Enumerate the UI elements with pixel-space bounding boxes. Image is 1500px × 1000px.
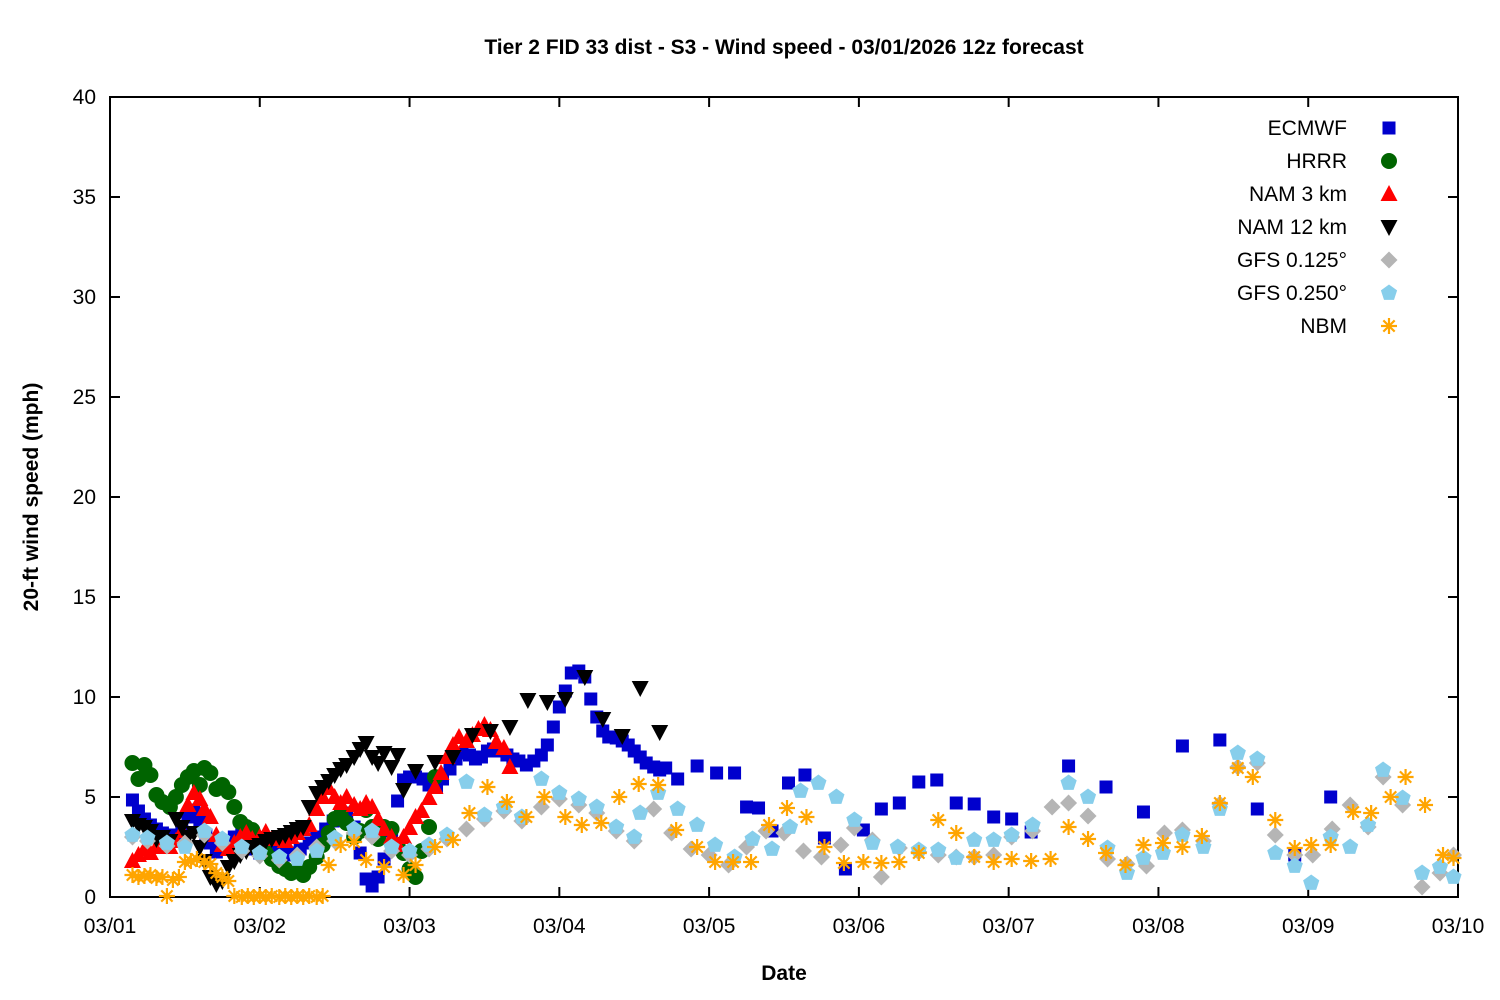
x-tick-label: 03/09 — [1282, 915, 1335, 938]
legend-marker-circle — [1381, 153, 1397, 169]
series-nbm — [124, 760, 1462, 905]
y-tick-label: 25 — [73, 386, 96, 409]
legend-label: GFS 0.125° — [1237, 249, 1347, 272]
x-tick-labels: 03/01 03/02 03/03 03/04 03/05 03/06 03/07 03/08… — [84, 97, 1485, 938]
x-tick-label: 03/06 — [833, 915, 886, 938]
y-tick-label: 35 — [73, 186, 96, 209]
y-tick-label: 30 — [73, 286, 96, 309]
x-tick-label: 03/10 — [1432, 915, 1485, 938]
legend-label: ECMWF — [1268, 117, 1347, 140]
x-tick-label: 03/07 — [982, 915, 1035, 938]
legend-label: GFS 0.250° — [1237, 282, 1347, 305]
legend-marker-square — [1382, 121, 1396, 135]
y-tick-labels: 0 5 10 15 20 25 30 35 40 — [73, 86, 1458, 909]
y-tick-label: 15 — [73, 586, 96, 609]
x-tick-label: 03/04 — [533, 915, 586, 938]
legend: ECMWF HRRR NAM 3 km NAM 12 km GFS 0.125° GFS … — [1237, 117, 1398, 338]
x-axis-label: Date — [761, 962, 807, 985]
series-nam-12-km — [123, 670, 669, 893]
series-gfs-0-250- — [124, 744, 1462, 890]
legend-marker-pentagon — [1380, 284, 1398, 300]
legend-marker-diamond — [1380, 251, 1398, 269]
legend-marker-triangle-down — [1380, 220, 1398, 236]
y-tick-label: 20 — [73, 486, 96, 509]
legend-marker-triangle-up — [1380, 185, 1398, 201]
x-tick-label: 03/08 — [1132, 915, 1185, 938]
x-tick-label: 03/02 — [233, 915, 286, 938]
x-tick-label: 03/05 — [683, 915, 736, 938]
legend-label: NAM 12 km — [1237, 216, 1347, 239]
y-tick-label: 5 — [84, 786, 96, 809]
legend-label: NAM 3 km — [1249, 183, 1347, 206]
legend-label: NBM — [1300, 315, 1347, 338]
x-tick-label: 03/03 — [383, 915, 436, 938]
y-tick-label: 40 — [73, 86, 96, 109]
legend-label: HRRR — [1286, 150, 1347, 173]
y-tick-label: 10 — [73, 686, 96, 709]
y-tick-label: 0 — [84, 886, 96, 909]
chart-title: Tier 2 FID 33 dist - S3 - Wind speed - 0… — [484, 36, 1084, 59]
legend-marker-asterisk — [1381, 318, 1397, 334]
x-tick-label: 03/01 — [84, 915, 137, 938]
